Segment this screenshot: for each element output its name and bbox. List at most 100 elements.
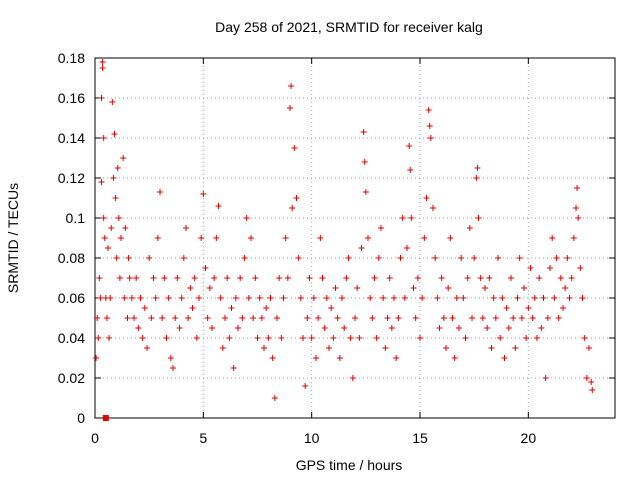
data-point [583,375,590,381]
data-point [150,275,157,281]
data-point [125,255,132,261]
data-point [144,345,150,351]
data-point [384,315,391,321]
data-point [230,365,237,371]
data-point [222,315,228,321]
data-point [531,295,538,301]
data-point [196,295,202,301]
data-point [499,295,506,301]
data-point [217,295,224,301]
data-point [345,255,352,261]
data-point [586,345,592,351]
data-point [100,215,107,221]
data-point [436,325,443,331]
x-tick-label: 20 [521,430,537,446]
data-point [185,315,192,321]
data-point [113,255,120,261]
data-point [167,355,174,361]
data-point [115,215,122,221]
data-point [423,195,430,201]
data-point [315,315,322,321]
y-tick-label: 0.04 [58,330,85,346]
data-point [101,235,108,241]
data-point [172,315,179,321]
data-point [278,335,285,341]
data-point [103,315,110,321]
data-point [200,191,207,197]
chart-title: Day 258 of 2021, SRMTID for receiver kal… [215,19,483,35]
data-point [564,255,571,261]
data-point [466,225,473,231]
data-point [458,255,465,261]
x-axis-label: GPS time / hours [296,457,403,473]
data-point [473,175,480,181]
data-point [328,305,335,311]
data-point [280,295,287,301]
data-point [289,205,296,211]
data-point [126,275,133,281]
data-point [434,295,441,301]
data-point [464,275,471,281]
data-point [114,165,121,171]
y-tick-label: 0.02 [58,370,85,386]
data-point [474,165,481,171]
data-point [95,335,102,341]
x-tick-label: 0 [91,430,99,446]
data-point [291,145,298,151]
data-point [482,285,488,291]
data-point [518,315,525,321]
data-point [99,59,106,65]
data-point [267,295,274,301]
data-point [404,245,410,251]
data-point [94,315,101,321]
data-point [157,189,163,195]
data-point [589,387,596,393]
data-point [488,345,495,351]
data-point [412,315,419,321]
data-point [112,195,119,201]
data-point [553,255,560,261]
special-square-point [102,415,109,421]
data-point [510,315,517,321]
x-tick-label: 15 [412,430,428,446]
data-point [401,295,408,301]
data-point [527,265,534,271]
data-point [263,305,270,311]
gridlines [95,58,615,418]
x-tick-label: 10 [304,430,320,446]
y-tick-label: 0.18 [58,50,85,66]
data-point [484,325,491,331]
data-point [475,215,482,221]
y-tick-label: 0.1 [66,210,86,226]
data-point [265,335,272,341]
data-point [98,179,105,185]
data-point [574,185,581,191]
data-point [399,215,406,221]
data-point [297,295,304,301]
data-point [204,315,211,321]
data-point [206,285,213,291]
data-point [135,325,142,331]
data-point [100,135,107,141]
data-point [258,315,265,321]
data-point [284,275,291,281]
data-point [421,235,428,241]
data-point [133,275,140,281]
data-point [534,335,540,341]
data-point [417,335,423,341]
data-point [241,255,248,261]
data-point [245,295,252,301]
data-point [161,275,168,281]
data-point [538,325,545,331]
data-point [148,315,155,321]
data-point [358,245,365,251]
data-point [521,285,527,291]
data-point [306,275,313,281]
data-point [235,325,241,331]
data-point [425,107,432,113]
data-point [295,255,302,261]
data-point [410,285,417,291]
data-point [105,245,111,251]
data-point [432,255,439,261]
